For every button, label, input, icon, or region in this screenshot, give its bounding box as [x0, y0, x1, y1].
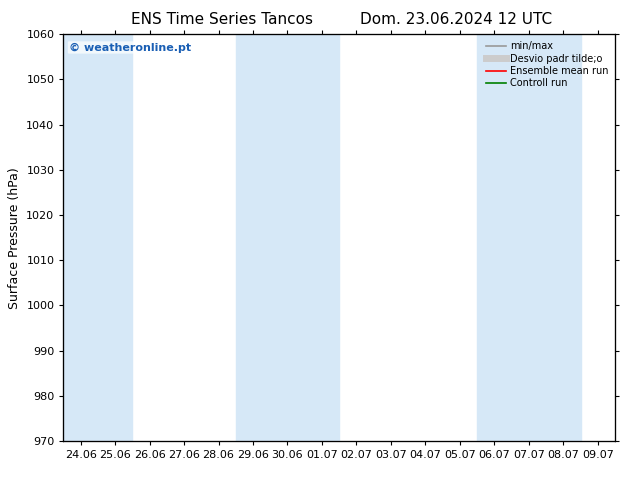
- Bar: [63, 34, 133, 441]
- Legend: min/max, Desvio padr tilde;o, Ensemble mean run, Controll run: min/max, Desvio padr tilde;o, Ensemble m…: [484, 39, 610, 90]
- Bar: [236, 34, 339, 441]
- Y-axis label: Surface Pressure (hPa): Surface Pressure (hPa): [8, 167, 21, 309]
- Text: © weatheronline.pt: © weatheronline.pt: [69, 43, 191, 52]
- Text: Dom. 23.06.2024 12 UTC: Dom. 23.06.2024 12 UTC: [360, 12, 553, 27]
- Text: ENS Time Series Tancos: ENS Time Series Tancos: [131, 12, 313, 27]
- Bar: [477, 34, 581, 441]
